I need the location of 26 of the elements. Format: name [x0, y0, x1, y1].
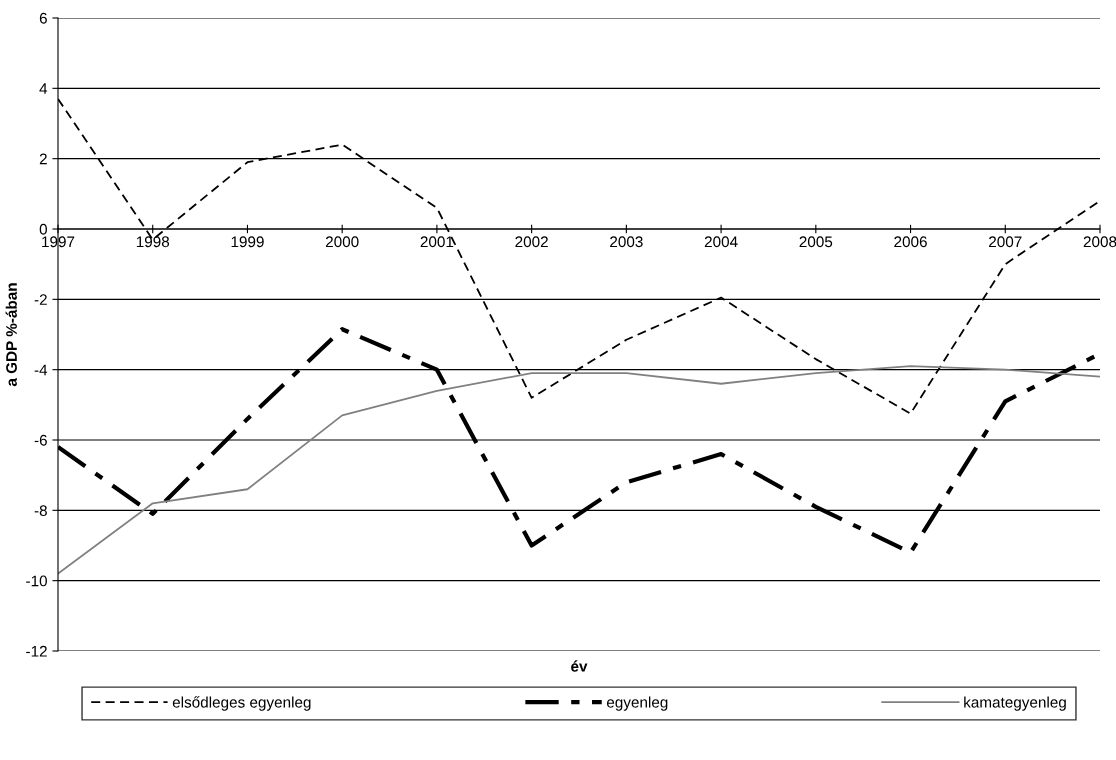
y-tick-label: 2 [39, 153, 47, 165]
x-tick-label: 2001 [420, 236, 454, 248]
x-tick-label: 1999 [231, 236, 264, 248]
x-tick-label: 2007 [989, 236, 1022, 248]
x-axis-title: év [571, 660, 588, 672]
y-tick-label: 6 [39, 12, 47, 24]
y-tick-label: -10 [26, 575, 47, 587]
y-tick-label: -8 [34, 505, 47, 517]
x-tick-label: 2002 [515, 236, 548, 248]
y-tick-label: -6 [34, 434, 47, 446]
x-tick-label: 2005 [799, 236, 833, 248]
x-tick-label: 2004 [704, 236, 738, 248]
x-tick-label: 2003 [610, 236, 643, 248]
x-tick-label: 2000 [325, 236, 359, 248]
legend-label: egyenleg [606, 696, 668, 711]
y-tick-label: -12 [26, 645, 47, 657]
legend-label: elsődleges egyenleg [172, 696, 311, 711]
legend-label: kamategyenleg [964, 696, 1066, 711]
x-tick-label: 2006 [894, 236, 927, 248]
x-tick-label: 2008 [1083, 236, 1116, 248]
y-axis-title: a GDP %-ában [5, 283, 17, 387]
y-tick-label: -4 [34, 364, 48, 376]
y-tick-label: 4 [39, 83, 48, 94]
y-tick-label: 0 [39, 223, 47, 235]
y-tick-label: -2 [34, 294, 47, 305]
x-tick-label: 1998 [136, 236, 170, 248]
